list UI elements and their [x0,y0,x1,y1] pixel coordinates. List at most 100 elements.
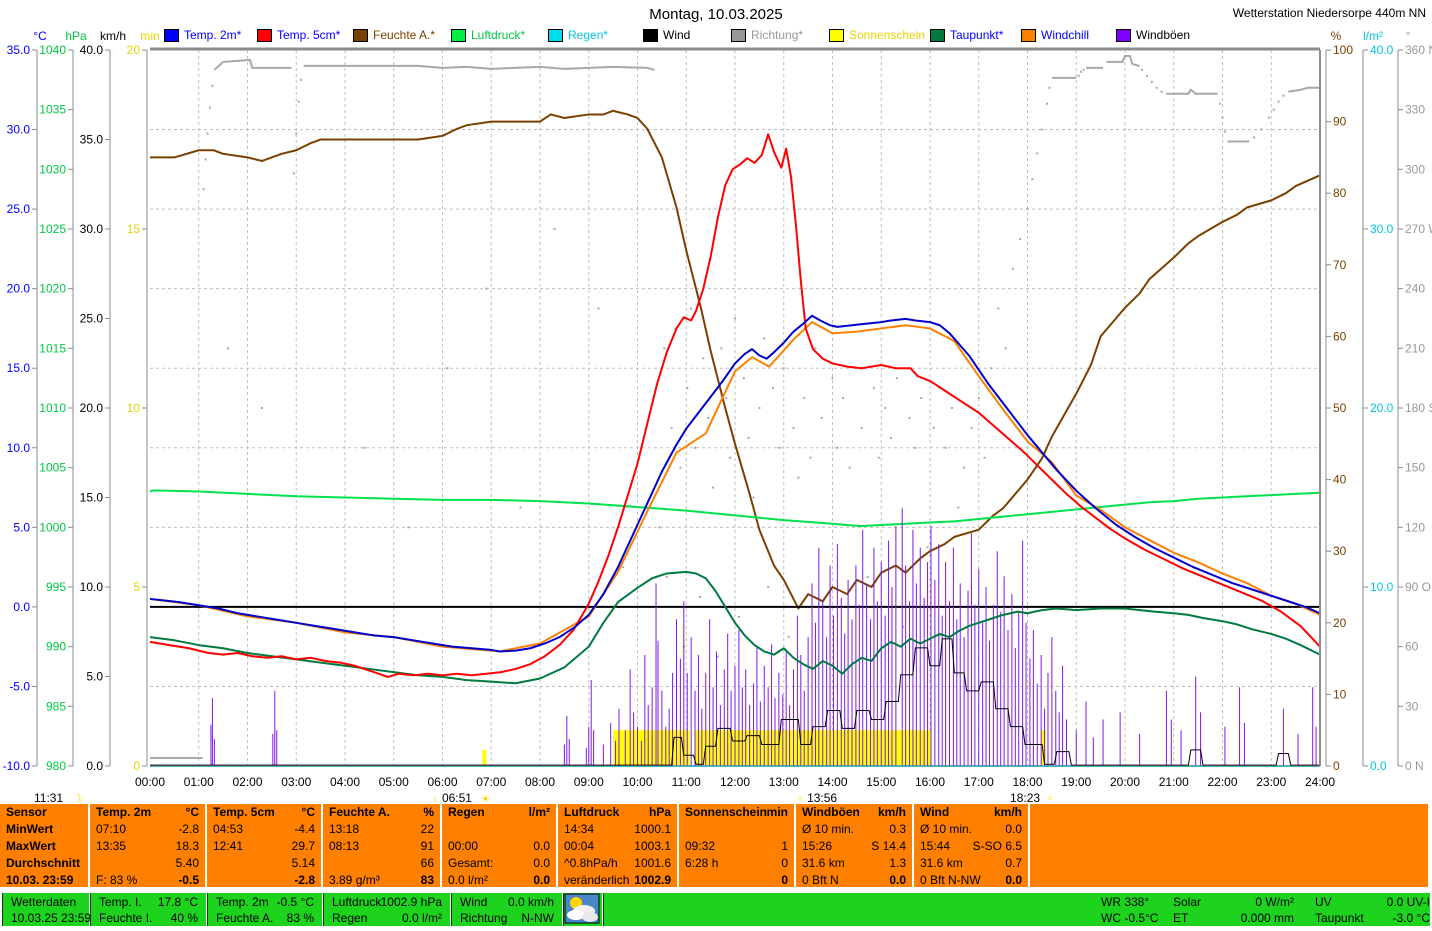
status-label: Feuchte A. [216,911,274,925]
table-cell-label: 15:44 [920,839,951,853]
legend-item-feuchte-a-[interactable]: Feuchte A.* [353,28,435,42]
legend-label: Luftdruck* [471,28,526,42]
table-row: 00:04 1003.1 [558,838,677,855]
legend-label: Windchill [1041,28,1090,42]
series-richtung-dot [1036,152,1039,155]
table-column-sensor: Sensor MinWert MaxWert Durchschnitt 10.03. 2… [0,804,88,887]
axis-label: 210 [1405,341,1425,355]
table-row: F: 83 % -0.5 [90,872,205,889]
table-cell-label: 00:04 [564,839,595,853]
sensor-statistics-table: Sensor MinWert MaxWert Durchschnitt 10.03. 2… [0,802,1432,889]
table-cell-value: S 14.4 [871,839,906,853]
series-richtung-dot [970,426,973,429]
series-richtung-dot [211,84,214,87]
axis-label: 20.0 [1370,401,1394,415]
series-richtung [1106,54,1140,67]
station-name: Wetterstation Niedersorpe 440m NN [1232,6,1426,20]
legend-item-sonnenschein[interactable]: Sonnenschein [829,28,925,42]
axis-label: 980 [46,759,66,773]
table-cell-label: 31.6 km [920,856,963,870]
status-label: Solar [1173,895,1202,909]
legend-label: Temp. 5cm* [277,28,341,42]
status-label: UV [1315,895,1332,909]
series-richtung [1166,88,1218,95]
status-label: Regen [332,911,368,925]
axis-label: 14:00 [817,775,847,789]
series-richtung-dot [1041,128,1044,131]
axis-label: 22:00 [1207,775,1237,789]
axis-label: °C [33,29,47,43]
axis-label: ↓ [432,792,438,805]
status-value: 0.0 UV-I [1386,895,1430,909]
table-cell-label: 6:28 h [685,856,719,870]
axis-label: 16:00 [915,775,945,789]
table-row: ^0.8hPa/h 1001.6 [558,855,677,872]
legend-item-temp-2m-[interactable]: Temp. 2m* [164,28,241,42]
table-cell-value: 83 [420,873,434,887]
axis-label: ° [1406,29,1411,43]
table-row: 0 Bft N-NW 0.0 [914,872,1028,889]
status-label: Wind [460,895,488,909]
weather-chart: -10.0-5.00.05.010.015.020.025.030.035.0°… [3,29,1432,805]
table-row: 08:13 91 [323,838,440,855]
axis-label: -5.0 [9,679,30,693]
table-row: 13:18 22 [323,821,440,838]
axis-label: 1035 [39,103,66,117]
table-row: MaxWert [0,838,88,855]
series-richtung-dot [983,456,986,459]
page-title: Montag, 10.03.2025 [649,6,783,23]
series-richtung-dot [208,106,211,109]
axis-label: 03:00 [281,775,311,789]
table-row: 15:26 S 14.4 [796,838,912,855]
axis-label: hPa [65,29,87,43]
table-cell-value: 1000.1 [634,822,671,836]
legend-swatch-icon [164,28,179,42]
legend-swatch-icon [451,28,466,42]
table-row: Luftdruck hPa [558,804,677,821]
legend-item-windchill[interactable]: Windchill [1021,28,1089,42]
legend-item-wind[interactable]: Wind [643,28,690,42]
table-cell-label: 12:41 [213,839,244,853]
series-temp-2m [149,314,1321,653]
status-line: Wetterdaten [3,894,89,910]
table-cell-value: 0 [781,856,788,870]
legend-item-regen-[interactable]: Regen* [548,28,608,42]
table-row: 04:53 -4.4 [207,821,321,838]
legend-swatch-icon [257,28,272,42]
legend-item-windb-en[interactable]: Windböen [1116,28,1190,42]
table-row: Temp. 2m °C [90,804,205,821]
table-row [442,821,556,838]
status-label: WR 338° [1101,895,1150,909]
series-richtung-dot [1260,128,1263,131]
series-richtung-dot [895,377,898,380]
table-cell-value: km/h [993,805,1022,819]
axis-label: km/h [100,29,126,43]
series-richtung-dot [1160,90,1163,93]
axis-label: 120 [1405,520,1425,534]
status-label: Temp. 2m [216,895,269,909]
legend-item-temp-5cm-[interactable]: Temp. 5cm* [257,28,340,42]
table-cell-value: 18.3 [175,839,199,853]
series-richtung-dot [803,397,806,400]
series-richtung-dot [1150,80,1153,83]
status-value: 40 % [170,911,198,925]
status-cell-right: WR 338° WC -0.5°C Solar 0 W/m² ET 0.000 mm UV 0… [603,893,1430,926]
table-cell-label: 07:10 [96,822,127,836]
table-cell-value: hPa [648,805,671,819]
status-line: Taupunkt -3.0 °C [604,910,1430,926]
series-richtung-dot [707,416,710,419]
table-row: 31.6 km 1.3 [796,855,912,872]
legend-item-luftdruck-[interactable]: Luftdruck* [451,28,525,42]
legend-item-richtung-[interactable]: Richtung* [731,28,803,42]
axis-label: 5.0 [13,520,30,534]
table-cell-value: 1003.1 [634,839,671,853]
table-row: veränderlich 1002.9 [558,872,677,889]
legend-item-taupunkt-[interactable]: Taupunkt* [930,28,1003,42]
series-richtung-dot [663,347,666,350]
table-row: Durchschnitt [0,855,88,872]
axis-label: 1000 [39,520,66,534]
table-cell-value: 1002.9 [634,873,671,887]
series-richtung-dot [363,446,366,449]
series-richtung-dot [792,426,795,429]
status-line: Regen 0.0 l/m² [324,910,450,926]
